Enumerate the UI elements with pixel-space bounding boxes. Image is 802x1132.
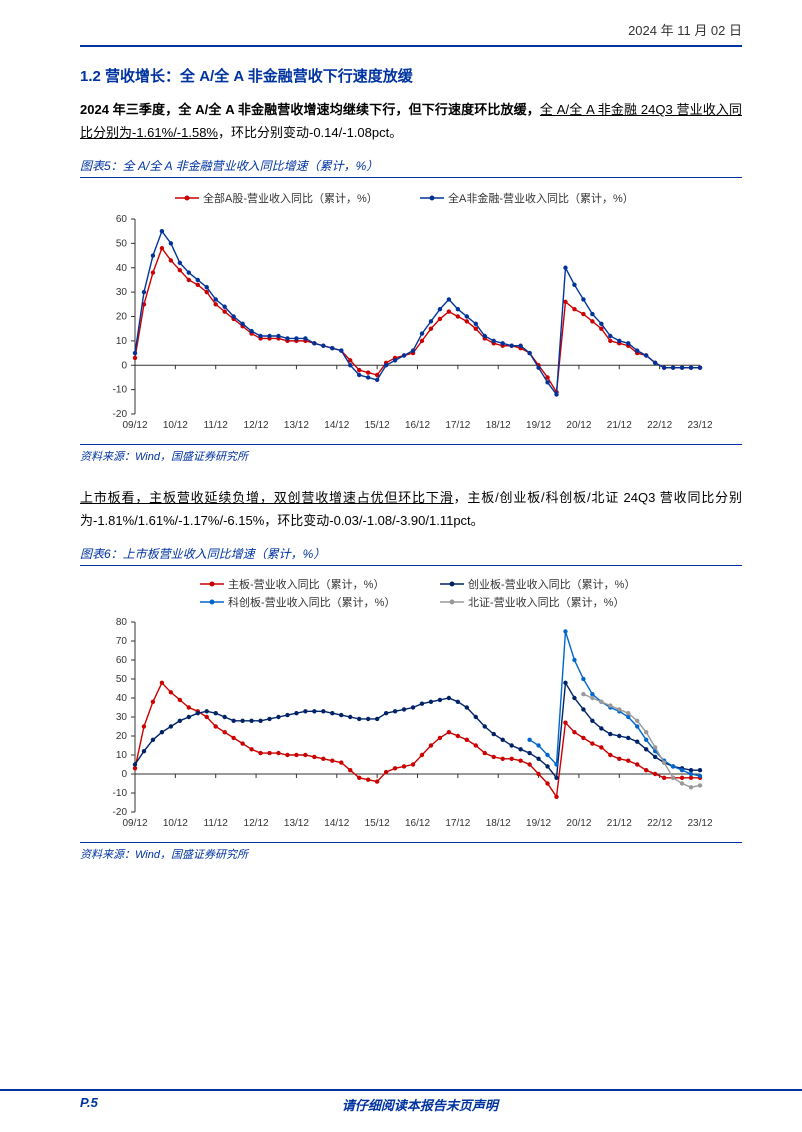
svg-text:11/12: 11/12: [204, 818, 229, 829]
svg-text:09/12: 09/12: [122, 818, 147, 829]
svg-text:21/12: 21/12: [607, 818, 632, 829]
page-footer: P.5 请仔细阅读本报告末页声明: [0, 1089, 802, 1114]
svg-text:15/12: 15/12: [365, 818, 390, 829]
paragraph-2: 上市板看，主板营收延续负增，双创营收增速占优但环比下滑，主板/创业板/科创板/北…: [80, 486, 742, 533]
chart6-source: 资料来源：Wind，国盛证券研究所: [80, 842, 742, 862]
svg-text:0: 0: [121, 769, 127, 780]
svg-text:17/12: 17/12: [445, 420, 470, 431]
svg-text:19/12: 19/12: [526, 818, 551, 829]
svg-text:创业板-营业收入同比（累计，%）: 创业板-营业收入同比（累计，%）: [468, 577, 635, 591]
section-heading: 营收增长：全 A/全 A 非金融营收下行速度放缓: [105, 68, 413, 85]
svg-text:22/12: 22/12: [647, 420, 672, 431]
svg-text:10: 10: [116, 750, 128, 761]
svg-text:13/12: 13/12: [284, 818, 309, 829]
svg-text:全部A股-营业收入同比（累计，%）: 全部A股-营业收入同比（累计，%）: [203, 191, 378, 205]
svg-text:21/12: 21/12: [607, 420, 632, 431]
svg-text:12/12: 12/12: [244, 420, 269, 431]
svg-text:40: 40: [116, 693, 128, 704]
chart6-svg: 主板-营业收入同比（累计，%） 创业板-营业收入同比（累计，%） 科创板-营业收入同…: [80, 572, 720, 842]
chart6: 主板-营业收入同比（累计，%） 创业板-营业收入同比（累计，%） 科创板-营业收入同…: [80, 572, 720, 842]
paragraph-1: 2024 年三季度，全 A/全 A 非金融营收增速均继续下行，但下行速度环比放缓…: [80, 98, 742, 145]
section-title: 1.2 营收增长：全 A/全 A 非金融营收下行速度放缓: [80, 65, 742, 86]
svg-text:17/12: 17/12: [445, 818, 470, 829]
svg-text:科创板-营业收入同比（累计，%）: 科创板-营业收入同比（累计，%）: [228, 595, 395, 609]
svg-text:23/12: 23/12: [687, 818, 712, 829]
svg-text:60: 60: [116, 214, 128, 225]
svg-text:20: 20: [116, 311, 128, 322]
svg-text:50: 50: [116, 238, 128, 249]
svg-text:20/12: 20/12: [566, 420, 591, 431]
svg-text:-10: -10: [113, 788, 128, 799]
chart5-title: 图表5：全 A/全 A 非金融营业收入同比增速（累计，%）: [80, 157, 742, 178]
svg-text:16/12: 16/12: [405, 818, 430, 829]
svg-text:80: 80: [116, 617, 128, 628]
svg-text:60: 60: [116, 655, 128, 666]
chart6-title: 图表6：上市板营业收入同比增速（累计，%）: [80, 545, 742, 566]
svg-text:70: 70: [116, 636, 128, 647]
svg-text:40: 40: [116, 263, 128, 274]
svg-text:20/12: 20/12: [566, 818, 591, 829]
page-header-date: 2024 年 11 月 02 日: [80, 20, 742, 47]
svg-text:14/12: 14/12: [324, 420, 349, 431]
svg-text:16/12: 16/12: [405, 420, 430, 431]
svg-text:10/12: 10/12: [163, 420, 188, 431]
svg-text:主板-营业收入同比（累计，%）: 主板-营业收入同比（累计，%）: [228, 577, 384, 591]
svg-text:18/12: 18/12: [486, 420, 511, 431]
svg-text:北证-营业收入同比（累计，%）: 北证-营业收入同比（累计，%）: [468, 595, 624, 609]
svg-text:22/12: 22/12: [647, 818, 672, 829]
svg-text:全A非金融-营业收入同比（累计，%）: 全A非金融-营业收入同比（累计，%）: [448, 191, 634, 205]
svg-text:23/12: 23/12: [687, 420, 712, 431]
page-number: P.5: [80, 1091, 98, 1110]
svg-text:0: 0: [121, 360, 127, 371]
svg-text:50: 50: [116, 674, 128, 685]
svg-text:12/12: 12/12: [244, 818, 269, 829]
section-number: 1.2: [80, 68, 101, 85]
svg-text:-20: -20: [113, 409, 128, 420]
svg-text:10/12: 10/12: [163, 818, 188, 829]
svg-text:14/12: 14/12: [324, 818, 349, 829]
svg-text:09/12: 09/12: [122, 420, 147, 431]
para1-tail: ，环比分别变动-0.14/-1.08pct。: [218, 125, 402, 140]
svg-text:20: 20: [116, 731, 128, 742]
chart5-source: 资料来源：Wind，国盛证券研究所: [80, 444, 742, 464]
svg-text:-10: -10: [113, 384, 128, 395]
svg-text:-20: -20: [113, 807, 128, 818]
svg-text:18/12: 18/12: [486, 818, 511, 829]
svg-text:15/12: 15/12: [365, 420, 390, 431]
svg-text:30: 30: [116, 712, 128, 723]
svg-text:10: 10: [116, 336, 128, 347]
footer-disclaimer: 请仔细阅读本报告末页声明: [80, 1091, 742, 1114]
chart5: 全部A股-营业收入同比（累计，%） 全A非金融-营业收入同比（累计，%） -20 -1…: [80, 184, 720, 444]
svg-text:30: 30: [116, 287, 128, 298]
svg-text:19/12: 19/12: [526, 420, 551, 431]
svg-text:11/12: 11/12: [204, 420, 229, 431]
svg-text:13/12: 13/12: [284, 420, 309, 431]
para2-underline: 上市板看，主板营收延续负增，双创营收增速占优但环比下滑: [80, 490, 454, 505]
para1-bold: 2024 年三季度，全 A/全 A 非金融营收增速均继续下行，但下行速度环比放缓…: [80, 102, 540, 117]
chart5-svg: 全部A股-营业收入同比（累计，%） 全A非金融-营业收入同比（累计，%） -20 -1…: [80, 184, 720, 444]
